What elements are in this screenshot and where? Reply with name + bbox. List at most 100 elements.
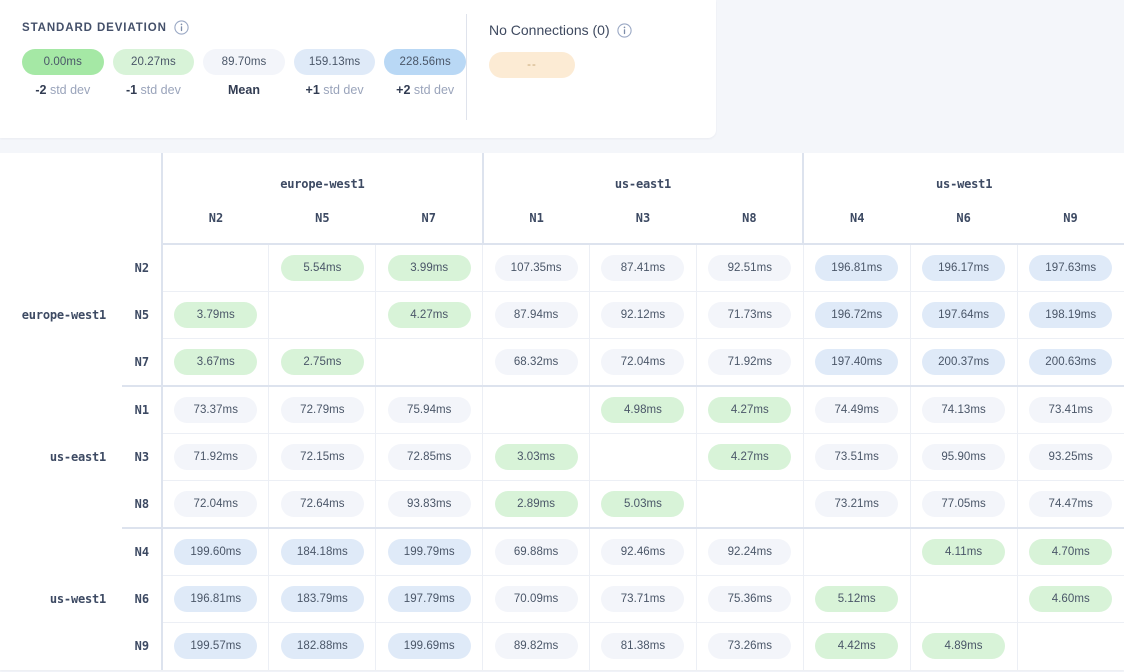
latency-cell[interactable]: 5.03ms — [589, 480, 697, 529]
column-group-europe-west1: europe-west1 — [161, 153, 483, 197]
latency-cell[interactable] — [268, 291, 377, 340]
latency-cell[interactable]: 197.79ms — [375, 575, 484, 623]
latency-cell[interactable]: 197.64ms — [910, 291, 1018, 340]
latency-cell[interactable] — [375, 338, 484, 387]
latency-cell[interactable]: 199.69ms — [375, 622, 484, 670]
latency-pill: 3.79ms — [174, 301, 258, 328]
latency-cell[interactable]: 199.57ms — [162, 622, 270, 670]
latency-cell[interactable]: 4.70ms — [1017, 527, 1124, 576]
latency-cell[interactable]: 5.54ms — [268, 244, 377, 292]
latency-cell[interactable] — [696, 480, 804, 529]
latency-cell[interactable]: 72.04ms — [589, 338, 697, 387]
std-dev-step-label: -1 std dev — [125, 83, 181, 97]
latency-cell[interactable]: 81.38ms — [589, 622, 697, 670]
latency-cell[interactable] — [162, 244, 270, 292]
latency-cell[interactable]: 93.25ms — [1017, 433, 1124, 481]
latency-cell[interactable]: 196.72ms — [803, 291, 911, 340]
latency-cell[interactable]: 3.03ms — [482, 433, 591, 481]
latency-cell[interactable]: 93.83ms — [375, 480, 484, 529]
latency-cell[interactable]: 70.09ms — [482, 575, 591, 623]
table-row: N5 3.79ms 4.27ms 87.94ms 92.12ms 71.73ms 196.7… — [0, 291, 1124, 340]
latency-cell[interactable]: 73.51ms — [803, 433, 911, 481]
latency-cell[interactable]: 199.60ms — [162, 527, 270, 576]
latency-cell[interactable]: 72.15ms — [268, 433, 377, 481]
latency-cell[interactable]: 72.64ms — [268, 480, 377, 529]
latency-cell[interactable]: 196.81ms — [803, 244, 911, 292]
column-header-n7: N7 — [375, 197, 483, 245]
column-header-n8: N8 — [696, 197, 804, 245]
std-dev-header: STANDARD DEVIATION — [22, 20, 466, 35]
latency-cell[interactable] — [482, 385, 591, 434]
latency-cell[interactable]: 4.98ms — [589, 385, 697, 434]
std-dev-step-label: +1 std dev — [305, 83, 364, 97]
latency-cell[interactable]: 3.79ms — [162, 291, 270, 340]
latency-cell[interactable]: 182.88ms — [268, 622, 377, 670]
latency-cell[interactable]: 199.79ms — [375, 527, 484, 576]
latency-cell[interactable]: 196.17ms — [910, 244, 1018, 292]
latency-cell[interactable]: 73.37ms — [162, 385, 270, 434]
latency-cell[interactable]: 73.71ms — [589, 575, 697, 623]
latency-cell[interactable]: 198.19ms — [1017, 291, 1124, 340]
column-header-n4: N4 — [802, 197, 911, 245]
latency-cell[interactable]: 183.79ms — [268, 575, 377, 623]
latency-cell[interactable]: 73.41ms — [1017, 385, 1124, 434]
latency-cell[interactable]: 2.89ms — [482, 480, 591, 529]
latency-cell[interactable]: 4.60ms — [1017, 575, 1124, 623]
latency-cell[interactable]: 87.41ms — [589, 244, 697, 292]
latency-cell[interactable]: 92.46ms — [589, 527, 697, 576]
latency-cell[interactable]: 72.04ms — [162, 480, 270, 529]
latency-cell[interactable]: 74.49ms — [803, 385, 911, 434]
latency-cell[interactable] — [1017, 622, 1124, 669]
latency-cell[interactable]: 4.27ms — [375, 291, 484, 340]
latency-cell[interactable]: 75.36ms — [696, 575, 804, 623]
latency-cell[interactable]: 200.37ms — [910, 338, 1018, 387]
latency-cell[interactable]: 92.24ms — [696, 527, 804, 576]
latency-cell[interactable]: 87.94ms — [482, 291, 591, 340]
latency-cell[interactable]: 89.82ms — [482, 622, 591, 670]
matrix-header-region-row: europe-west1 us-east1 us-west1 — [0, 153, 1124, 244]
latency-cell[interactable]: 196.81ms — [162, 575, 270, 623]
latency-cell[interactable]: 197.40ms — [803, 338, 911, 387]
latency-cell[interactable]: 71.92ms — [162, 433, 270, 481]
latency-cell[interactable] — [803, 527, 911, 576]
latency-pill: 199.69ms — [387, 633, 471, 660]
latency-cell[interactable]: 197.63ms — [1017, 244, 1124, 292]
latency-cell[interactable]: 75.94ms — [375, 385, 484, 434]
latency-cell[interactable]: 3.99ms — [375, 244, 484, 292]
latency-cell[interactable]: 72.79ms — [268, 385, 377, 434]
latency-cell[interactable]: 74.47ms — [1017, 480, 1124, 529]
latency-cell[interactable]: 3.67ms — [162, 338, 270, 387]
info-icon[interactable] — [174, 20, 189, 35]
latency-cell[interactable]: 107.35ms — [482, 244, 591, 292]
latency-cell[interactable]: 68.32ms — [482, 338, 591, 387]
latency-cell[interactable]: 95.90ms — [910, 433, 1018, 481]
latency-cell[interactable]: 5.12ms — [803, 575, 911, 623]
latency-cell[interactable] — [910, 575, 1018, 623]
info-icon[interactable] — [616, 22, 632, 38]
latency-cell[interactable]: 69.88ms — [482, 527, 591, 576]
latency-cell[interactable]: 72.85ms — [375, 433, 484, 481]
latency-cell[interactable]: 73.21ms — [803, 480, 911, 529]
latency-cell[interactable]: 4.27ms — [696, 433, 804, 481]
latency-cell[interactable]: 92.12ms — [589, 291, 697, 340]
latency-cell[interactable]: 4.89ms — [910, 622, 1018, 670]
latency-pill: 4.42ms — [815, 633, 899, 660]
std-dev-title: STANDARD DEVIATION — [22, 21, 167, 34]
latency-cell[interactable]: 74.13ms — [910, 385, 1018, 434]
latency-pill: 4.27ms — [708, 396, 792, 423]
latency-cell[interactable]: 4.11ms — [910, 527, 1018, 576]
latency-cell[interactable]: 77.05ms — [910, 480, 1018, 529]
latency-cell[interactable]: 71.73ms — [696, 291, 804, 340]
latency-cell[interactable]: 73.26ms — [696, 622, 804, 670]
latency-cell[interactable]: 184.18ms — [268, 527, 377, 576]
latency-cell[interactable]: 2.75ms — [268, 338, 377, 387]
std-dev-step-label: -2 std dev — [35, 83, 91, 97]
latency-cell[interactable]: 200.63ms — [1017, 338, 1124, 387]
latency-pill: 184.18ms — [280, 538, 364, 565]
row-group-label-us-west1: us-west1 — [0, 527, 123, 670]
latency-cell[interactable]: 92.51ms — [696, 244, 804, 292]
latency-cell[interactable]: 4.27ms — [696, 385, 804, 434]
latency-cell[interactable] — [589, 433, 697, 481]
latency-cell[interactable]: 4.42ms — [803, 622, 911, 670]
latency-cell[interactable]: 71.92ms — [696, 338, 804, 387]
